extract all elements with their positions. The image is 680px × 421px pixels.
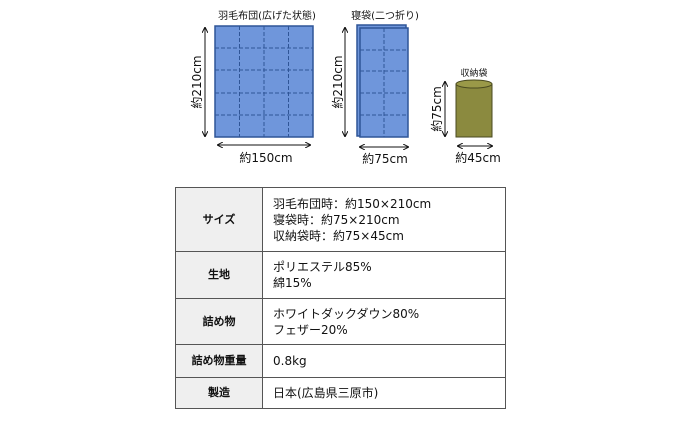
spec-table: サイズ 羽毛布団時：約150×210cm 寝袋時：約75×210cm 収納袋時：… [175,187,506,409]
value-line: ポリエステル85% [273,260,372,274]
sleeping-bag-width-label: 約75cm [362,151,408,166]
value-line: 羽毛布団時：約150×210cm [273,196,432,211]
table-row-manufacture: 製造 日本(広島県三原市) [175,377,506,409]
row-value: ホワイトダックダウン80% フェザー20% [262,298,506,345]
row-value: 羽毛布団時：約150×210cm 寝袋時：約75×210cm 収納袋時：約75×… [262,187,506,252]
row-value: ポリエステル85% 綿15% [262,251,506,299]
table-row-fabric: 生地 ポリエステル85% 綿15% [175,251,506,299]
row-label: 詰め物重量 [175,344,263,378]
row-value: 日本(広島県三原市) [262,377,506,409]
futon-height-label: 約210cm [189,55,204,108]
storage-bag-illustration: 収納袋 約75cm 約45cm [429,67,501,165]
futon-title: 羽毛布団(広げた状態) [218,9,316,22]
table-row-size: サイズ 羽毛布団時：約150×210cm 寝袋時：約75×210cm 収納袋時：… [175,187,506,252]
value-line: ホワイトダックダウン80% [273,306,420,321]
storage-bag-height-label: 約75cm [429,86,444,132]
sleeping-bag-illustration: 寝袋(二つ折り) 約210cm 約75cm [330,9,419,166]
storage-bag-width-label: 約45cm [455,150,501,165]
futon-illustration: 羽毛布団(広げた状態) 約210cm 約150cm [189,9,316,165]
size-diagram: 羽毛布団(広げた状態) 約210cm 約150cm 寝袋(二つ折り) 約210c… [189,9,501,166]
value-line: 綿15% [273,276,312,290]
sleeping-bag-title: 寝袋(二つ折り) [351,9,419,22]
row-label: 詰め物 [175,298,263,345]
value-line: フェザー20% [273,322,348,337]
value-line: 0.8kg [273,354,307,368]
row-label: 製造 [175,377,263,409]
row-label: サイズ [175,187,263,252]
sleeping-bag-height-label: 約210cm [330,55,345,108]
value-line: 日本(広島県三原市) [273,386,379,400]
storage-bag-title: 収納袋 [460,67,487,79]
table-row-filling-weight: 詰め物重量 0.8kg [175,344,506,378]
value-line: 収納袋時：約75×45cm [273,228,404,243]
futon-width-label: 約150cm [239,150,292,165]
table-row-filling: 詰め物 ホワイトダックダウン80% フェザー20% [175,298,506,345]
row-label: 生地 [175,251,263,299]
row-value: 0.8kg [262,344,506,378]
value-line: 寝袋時：約75×210cm [273,212,400,227]
